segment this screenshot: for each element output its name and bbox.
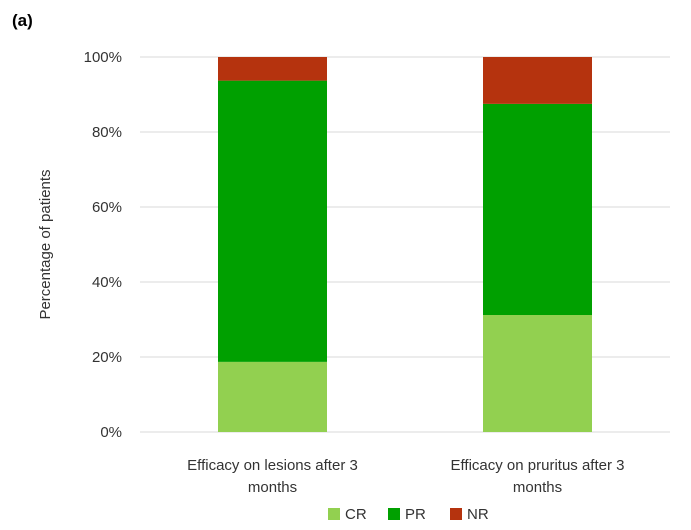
y-tick-label: 0% [100,424,122,441]
bar-segment-cr [483,315,592,432]
legend: CR PR NR [328,506,489,523]
bar-segment-nr [218,57,327,81]
category-label: months [248,479,297,496]
bar-segment-pr [218,80,327,362]
y-tick-label: 40% [92,274,122,291]
legend-label-cr: CR [345,506,367,523]
y-tick-labels: 0% 20% 40% 60% 80% 100% [84,49,122,441]
bars [218,57,592,432]
category-label: months [513,479,562,496]
category-label: Efficacy on pruritus after 3 [451,457,625,474]
panel-label: (a) [12,11,33,30]
y-tick-label: 60% [92,199,122,216]
y-tick-label: 20% [92,349,122,366]
bar-segment-pr [483,103,592,315]
y-axis-title: Percentage of patients [37,169,54,319]
y-tick-label: 100% [84,49,122,66]
category-label: Efficacy on lesions after 3 [187,457,358,474]
category-labels: Efficacy on lesions after 3 months Efficac… [187,457,624,496]
legend-label-pr: PR [405,506,426,523]
legend-swatch-pr [388,508,400,520]
legend-label-nr: NR [467,506,489,523]
legend-swatch-cr [328,508,340,520]
bar-segment-cr [218,361,327,432]
y-tick-label: 80% [92,124,122,141]
bar-segment-nr [483,57,592,104]
legend-swatch-nr [450,508,462,520]
